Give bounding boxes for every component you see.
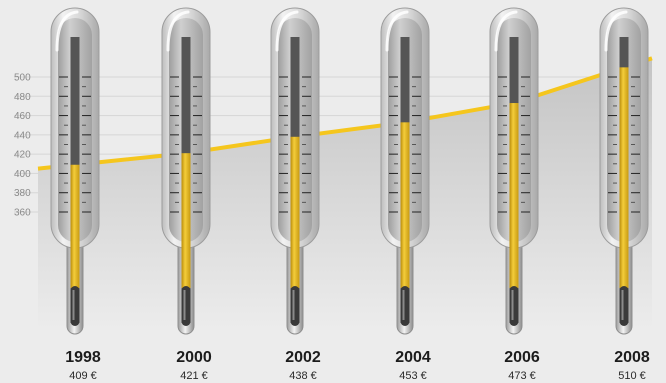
thermometers xyxy=(50,7,649,335)
thermometer-2002 xyxy=(270,7,320,335)
mercury-column xyxy=(619,67,629,288)
glass-highlight xyxy=(275,10,299,52)
glass-highlight xyxy=(166,10,190,52)
thermometer-2008 xyxy=(599,7,649,335)
thermometer-2000 xyxy=(161,7,211,335)
category-label: 1998 xyxy=(65,349,101,366)
thermometer-bulb xyxy=(509,286,519,326)
y-tick-label: 440 xyxy=(14,130,31,141)
data-label: 510 € xyxy=(618,370,646,382)
mercury-column xyxy=(290,136,300,288)
y-tick-label: 420 xyxy=(14,150,31,161)
mercury-column xyxy=(400,122,410,288)
thermometer-bulb xyxy=(70,286,80,326)
category-label: 2000 xyxy=(176,349,212,366)
y-tick-label: 380 xyxy=(14,188,31,199)
category-label: 2006 xyxy=(504,349,540,366)
thermometer-bulb xyxy=(181,286,191,326)
y-tick-label: 400 xyxy=(14,169,31,180)
mercury-column xyxy=(509,103,519,289)
data-label: 473 € xyxy=(508,370,536,382)
mercury-column xyxy=(70,164,80,288)
thermometer-bulb xyxy=(400,286,410,326)
thermometer-1998 xyxy=(50,7,100,335)
bulb-highlight xyxy=(511,290,514,320)
bulb-highlight xyxy=(402,290,405,320)
bulb-highlight xyxy=(72,290,75,320)
thermometer-2006 xyxy=(489,7,539,335)
thermometer-bulb xyxy=(619,286,629,326)
bulb-highlight xyxy=(292,290,295,320)
bulb-highlight xyxy=(621,290,624,320)
category-label: 2008 xyxy=(614,349,650,366)
data-label: 453 € xyxy=(399,370,427,382)
x-axis-labels: 1998 409 € 2000 421 € 2002 438 € 2004 453 € 2006… xyxy=(65,349,650,382)
category-label: 2004 xyxy=(395,349,431,366)
y-tick-label: 460 xyxy=(14,111,31,122)
glass-highlight xyxy=(55,10,79,52)
thermometer-2004 xyxy=(380,7,430,335)
y-axis: 360 380 400 420 440 460 480 500 xyxy=(14,73,31,219)
data-label: 438 € xyxy=(289,370,317,382)
category-label: 2002 xyxy=(285,349,321,366)
bulb-highlight xyxy=(183,290,186,320)
thermometer-bulb xyxy=(290,286,300,326)
glass-highlight xyxy=(494,10,518,52)
trend-area xyxy=(37,56,653,331)
y-tick-label: 480 xyxy=(14,92,31,103)
y-tick-label: 500 xyxy=(14,73,31,84)
data-label: 421 € xyxy=(180,370,208,382)
mercury-column xyxy=(181,153,191,288)
glass-highlight xyxy=(604,10,628,52)
y-tick-label: 360 xyxy=(14,208,31,219)
data-label: 409 € xyxy=(69,370,97,382)
glass-highlight xyxy=(385,10,409,52)
trend-area-fill xyxy=(38,58,652,331)
